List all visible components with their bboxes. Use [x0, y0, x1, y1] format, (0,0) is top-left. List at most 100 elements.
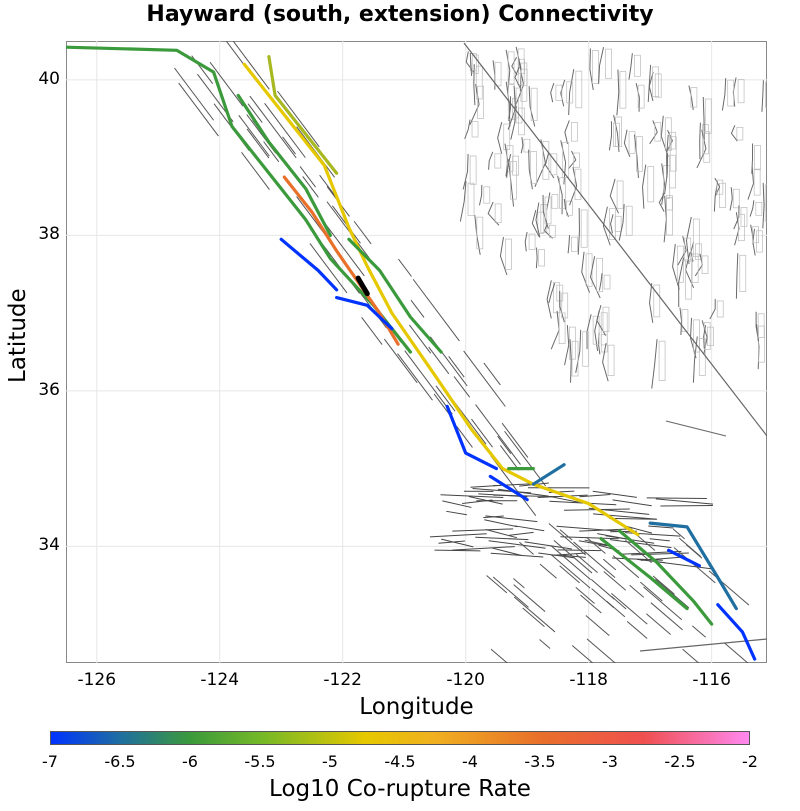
background-fault	[643, 586, 683, 621]
rupture-garlock-teal[interactable]	[531, 463, 566, 486]
background-fault	[580, 594, 602, 614]
background-fault	[488, 151, 494, 170]
fault-dip-box	[685, 259, 692, 300]
rupture-maacama-trace[interactable]	[236, 93, 332, 237]
rupture-san-gregorio-blue[interactable]	[335, 296, 394, 331]
fault-dip-box	[574, 168, 582, 200]
background-fault	[485, 529, 518, 539]
rupture-inner-yellow-trace[interactable]	[242, 62, 640, 537]
rupture-bigbend-blue[interactable]	[488, 474, 529, 502]
background-fault	[548, 523, 586, 556]
background-fault	[655, 498, 714, 505]
background-fault	[616, 69, 620, 116]
fault-dip-box	[607, 344, 615, 376]
background-fault	[701, 320, 708, 355]
background-fault	[678, 537, 702, 557]
colorbar	[50, 731, 750, 745]
background-fault	[635, 83, 640, 112]
rupture-olive-north-trace[interactable]	[267, 55, 339, 175]
x-tick-label: -124	[200, 670, 240, 690]
fault-dip-box	[477, 85, 484, 119]
background-fault	[609, 539, 672, 549]
background-fault	[649, 120, 658, 145]
fault-dip-box	[647, 166, 655, 203]
fault-dip-box	[737, 79, 745, 104]
background-fault	[682, 648, 700, 663]
background-fault	[492, 60, 496, 90]
background-fault	[625, 539, 652, 564]
rupture-elsinore-green[interactable]	[599, 537, 689, 611]
background-fault	[543, 223, 553, 239]
y-tick-label: 40	[38, 68, 60, 89]
fault-map[interactable]	[66, 41, 767, 663]
fault-dip-box	[690, 87, 698, 108]
background-fault	[544, 151, 555, 179]
background-fault	[448, 356, 465, 378]
background-fault	[469, 84, 480, 125]
fault-dip-box	[542, 141, 550, 180]
fault-dip-box	[666, 197, 673, 236]
background-fault	[559, 565, 580, 584]
background-fault	[249, 95, 297, 159]
background-fault	[475, 536, 529, 541]
background-fault	[673, 547, 716, 584]
background-fault	[648, 525, 674, 529]
background-fault	[538, 552, 575, 559]
background-fault	[497, 435, 512, 454]
background-fault	[658, 193, 665, 212]
background-fault	[174, 67, 215, 121]
background-fault	[734, 212, 740, 246]
rupture-bay-blue-trace[interactable]	[279, 237, 339, 292]
rupture-northern-coast-trace[interactable]	[66, 45, 412, 354]
fault-dip-box	[558, 312, 566, 344]
rupture-calaveras-green-trace[interactable]	[347, 237, 443, 354]
fault-dip-box	[716, 179, 724, 195]
background-fault	[560, 140, 567, 185]
background-fault	[598, 47, 605, 84]
rupture-south-teal-trace[interactable]	[648, 521, 738, 611]
fault-dip-box	[658, 340, 666, 382]
background-fault	[514, 525, 545, 532]
background-fault	[501, 422, 529, 458]
rupture-sgmid-blue-trace[interactable]	[445, 404, 498, 471]
background-fault	[478, 184, 483, 206]
background-fault	[608, 121, 613, 151]
rupture-sanjacinto-green[interactable]	[617, 529, 714, 626]
colorbar-tick-label: -5	[322, 752, 338, 771]
rupture-imperial-blue[interactable]	[716, 603, 757, 661]
background-fault	[598, 273, 603, 291]
background-fault	[484, 519, 518, 528]
rupture-south-blue-short[interactable]	[666, 548, 702, 568]
background-fault	[550, 545, 591, 581]
background-fault	[609, 517, 657, 520]
rupture-hayward-black-core[interactable]	[355, 275, 370, 297]
background-fault	[672, 528, 685, 540]
background-fault	[626, 620, 648, 639]
fault-dip-box	[695, 243, 703, 261]
background-fault	[499, 237, 508, 276]
background-fault	[277, 90, 320, 148]
fault-dip-box	[476, 216, 484, 250]
fault-dip-box	[573, 152, 580, 168]
fault-dip-box	[698, 338, 706, 376]
fault-dip-box	[764, 184, 767, 222]
background-fault	[747, 167, 755, 200]
background-fault	[238, 114, 270, 157]
colorbar-tick-label: -3	[602, 752, 618, 771]
background-fault	[499, 445, 520, 471]
background-fault	[475, 404, 521, 465]
x-tick-label: -118	[569, 670, 608, 690]
background-fault	[685, 216, 692, 265]
background-fault	[463, 42, 767, 437]
background-fault	[522, 607, 545, 627]
background-fault	[241, 152, 270, 190]
fault-dip-box	[740, 207, 748, 227]
background-fault	[550, 82, 555, 103]
x-tick-label: -126	[77, 670, 117, 690]
background-fault	[721, 78, 727, 111]
fault-dip-box	[732, 188, 740, 209]
background-fault	[464, 119, 471, 140]
background-fault	[470, 484, 501, 488]
fault-dip-box	[552, 282, 560, 314]
background-fault	[652, 575, 675, 595]
